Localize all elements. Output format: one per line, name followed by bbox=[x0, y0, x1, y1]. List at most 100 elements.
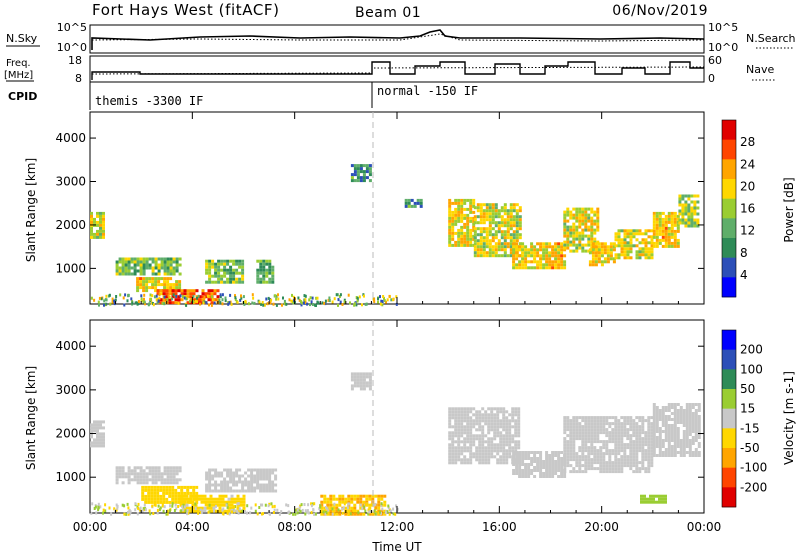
velocity-cell bbox=[650, 446, 654, 450]
velocity-cell bbox=[664, 424, 668, 427]
velocity-cell bbox=[166, 472, 170, 476]
power-cell bbox=[226, 262, 230, 266]
velocity-cell bbox=[620, 467, 624, 471]
velocity-cell bbox=[505, 431, 509, 435]
velocity-cell bbox=[664, 415, 668, 418]
velocity-cell bbox=[496, 422, 500, 426]
velocity-cell bbox=[139, 506, 142, 510]
velocity-cell bbox=[514, 407, 518, 411]
velocity-cell bbox=[667, 445, 671, 448]
velocity-cell bbox=[136, 475, 140, 479]
power-cell bbox=[144, 302, 146, 306]
power-cell bbox=[652, 232, 656, 236]
velocity-cell bbox=[590, 464, 594, 468]
velocity-cell bbox=[572, 428, 576, 432]
power-cell bbox=[512, 224, 516, 228]
velocity-cell bbox=[650, 416, 654, 420]
velocity-cell bbox=[182, 500, 186, 504]
velocity-cell bbox=[451, 455, 455, 459]
power-cell bbox=[304, 298, 307, 302]
power-cell bbox=[687, 197, 691, 201]
power-cell bbox=[463, 243, 467, 247]
velocity-cell bbox=[658, 436, 662, 439]
power-cell bbox=[494, 203, 498, 207]
power-cell bbox=[670, 220, 674, 224]
velocity-cell bbox=[221, 497, 225, 501]
velocity-cell bbox=[162, 509, 165, 513]
power-cell bbox=[664, 229, 668, 233]
velocity-cell bbox=[691, 403, 695, 406]
power-cell bbox=[259, 280, 263, 284]
velocity-cell bbox=[569, 434, 573, 438]
velocity-cell bbox=[377, 511, 380, 515]
velocity-cell bbox=[307, 511, 310, 515]
power-cell bbox=[136, 286, 140, 290]
power-cell bbox=[136, 289, 140, 293]
power-cell bbox=[226, 268, 230, 272]
power-cell bbox=[664, 238, 668, 242]
power-cell bbox=[606, 245, 610, 249]
power-cell bbox=[584, 213, 588, 217]
power-cell bbox=[363, 294, 365, 298]
velocity-cell bbox=[661, 412, 665, 415]
power-cell bbox=[454, 201, 458, 205]
velocity-cell bbox=[134, 502, 137, 506]
velocity-cell bbox=[211, 477, 215, 481]
power-cell bbox=[217, 265, 221, 269]
velocity-cell bbox=[304, 509, 307, 513]
power-cell bbox=[457, 231, 461, 235]
velocity-cell bbox=[688, 415, 692, 418]
velocity-cell bbox=[688, 418, 692, 421]
power-cell bbox=[472, 228, 476, 232]
power-cell bbox=[134, 301, 137, 305]
velocity-cell bbox=[584, 416, 588, 420]
velocity-cell bbox=[623, 419, 627, 423]
velocity-cell bbox=[572, 470, 576, 474]
velocity-cell bbox=[584, 443, 588, 447]
power-cell bbox=[143, 300, 146, 304]
velocity-cell bbox=[620, 422, 624, 426]
velocity-cell bbox=[679, 418, 683, 421]
velocity-cell bbox=[505, 455, 509, 459]
power-cell bbox=[650, 256, 654, 260]
velocity-cell bbox=[667, 433, 671, 436]
power-cell bbox=[217, 259, 221, 263]
power-cell bbox=[220, 268, 224, 272]
power-cell bbox=[140, 294, 143, 298]
power-cell bbox=[485, 203, 489, 207]
power-cell bbox=[140, 297, 143, 301]
velocity-cell bbox=[160, 481, 164, 485]
velocity-cell bbox=[502, 449, 506, 453]
power-cell bbox=[262, 271, 266, 275]
velocity-echo-region bbox=[640, 494, 667, 504]
power-cell bbox=[253, 301, 256, 305]
velocity-cell bbox=[493, 416, 497, 420]
power-cell bbox=[236, 300, 239, 304]
power-cell bbox=[667, 214, 671, 218]
velocity-cell bbox=[454, 422, 458, 426]
velocity-cell bbox=[620, 437, 624, 441]
power-cell bbox=[473, 248, 477, 252]
velocity-cell bbox=[664, 427, 668, 430]
power-cell bbox=[169, 272, 173, 276]
power-cell bbox=[217, 280, 221, 284]
power-cell bbox=[113, 299, 116, 303]
power-cell bbox=[304, 301, 307, 304]
velocity-cell bbox=[694, 430, 698, 433]
power-cell bbox=[563, 222, 567, 226]
power-cell bbox=[463, 222, 467, 226]
power-cell bbox=[242, 295, 245, 299]
velocity-cell bbox=[632, 455, 636, 459]
velocity-cell bbox=[602, 470, 606, 474]
power-cell bbox=[690, 215, 694, 219]
velocity-cell bbox=[691, 451, 695, 454]
power-cell bbox=[171, 301, 175, 305]
velocity-cell bbox=[587, 455, 591, 459]
power-cell bbox=[460, 243, 464, 247]
power-cell bbox=[527, 254, 531, 258]
power-cell bbox=[597, 245, 601, 249]
power-cell bbox=[635, 250, 639, 254]
velocity-cell bbox=[478, 416, 482, 420]
power-cell bbox=[256, 277, 260, 281]
power-cell bbox=[353, 173, 357, 177]
